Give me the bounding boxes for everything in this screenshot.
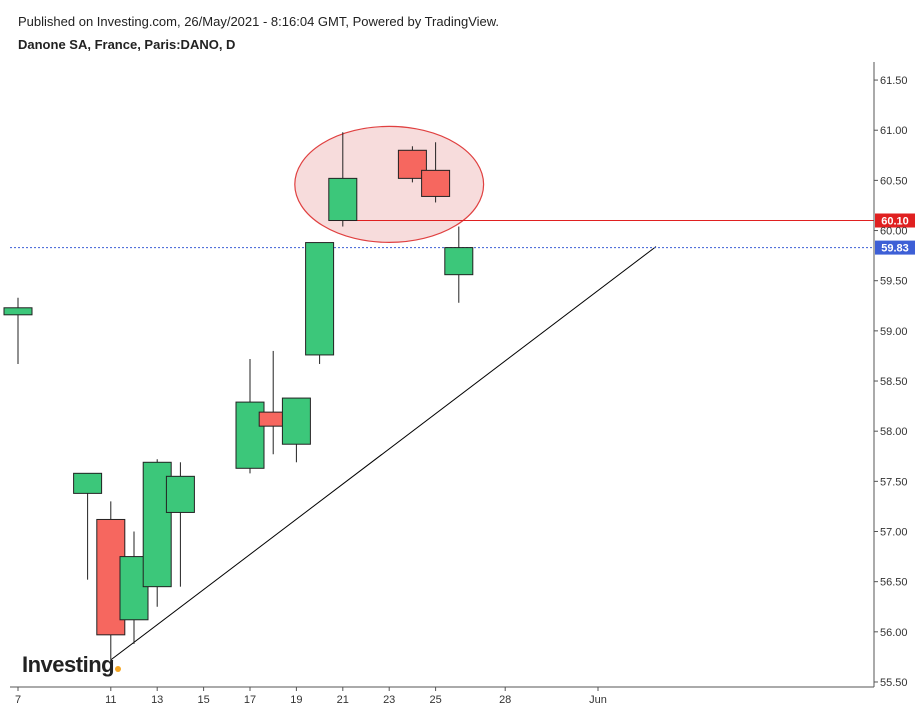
y-tick-label: 60.00 — [880, 226, 908, 238]
y-tick-label: 55.50 — [880, 677, 908, 689]
x-tick-label: 17 — [244, 694, 256, 706]
highlight-layer — [294, 125, 485, 243]
logo-dot-icon — [115, 666, 122, 672]
last-price-label: 59.83 — [881, 243, 909, 255]
candle-body-down — [421, 169, 451, 197]
candle-body-up — [444, 247, 474, 276]
x-tick-label: 15 — [197, 694, 209, 706]
y-tick-label: 56.50 — [880, 577, 908, 589]
candle-body-up — [328, 177, 358, 222]
candle-body-up — [165, 475, 195, 513]
candle-body-up — [73, 472, 103, 494]
x-tick-label: 7 — [15, 694, 21, 706]
x-tick-label: 25 — [429, 694, 441, 706]
x-tick-label: Jun — [589, 694, 607, 706]
y-tick-label: 59.00 — [880, 326, 908, 338]
highlight-ellipse — [294, 125, 485, 243]
x-tick-label: 21 — [337, 694, 349, 706]
candle-body-up — [281, 397, 311, 445]
x-tick-label: 11 — [105, 694, 116, 706]
logo-text: Investing — [22, 652, 115, 677]
resistance-price-tag — [875, 213, 915, 228]
y-tick-label: 59.50 — [880, 276, 908, 288]
x-tick-label: 19 — [290, 694, 302, 706]
x-tick-label: 13 — [151, 694, 163, 706]
x-tick-label: 23 — [383, 694, 395, 706]
y-tick-label: 57.50 — [880, 476, 908, 488]
instrument-title: Danone SA, France, Paris:DANO, D — [18, 37, 236, 52]
candle-body-up — [305, 242, 335, 356]
axes-layer: 61.50 61.00 60.50 60.00 59.50 59.00 58.50 58.00… — [10, 62, 908, 706]
x-tick-label: 28 — [499, 694, 511, 706]
y-tick-label: 61.50 — [880, 75, 908, 87]
trendline — [110, 246, 657, 661]
published-caption: Published on Investing.com, 26/May/2021 … — [18, 14, 500, 29]
y-tick-label: 60.50 — [880, 175, 908, 187]
investing-logo: Investing — [22, 652, 122, 678]
last-price-tag — [875, 240, 915, 255]
y-tick-label: 61.00 — [880, 125, 908, 137]
y-tick-label: 56.00 — [880, 627, 908, 639]
candle-body-up — [235, 401, 265, 469]
y-tick-label: 57.00 — [880, 527, 908, 539]
y-tick-label: 58.00 — [880, 426, 908, 438]
y-tick-label: 58.50 — [880, 376, 908, 388]
resistance-price-label: 60.10 — [881, 216, 909, 228]
levels-layer: 60.10 59.83 — [10, 213, 915, 661]
candle-body-up — [3, 307, 33, 316]
candles-layer — [3, 132, 474, 660]
